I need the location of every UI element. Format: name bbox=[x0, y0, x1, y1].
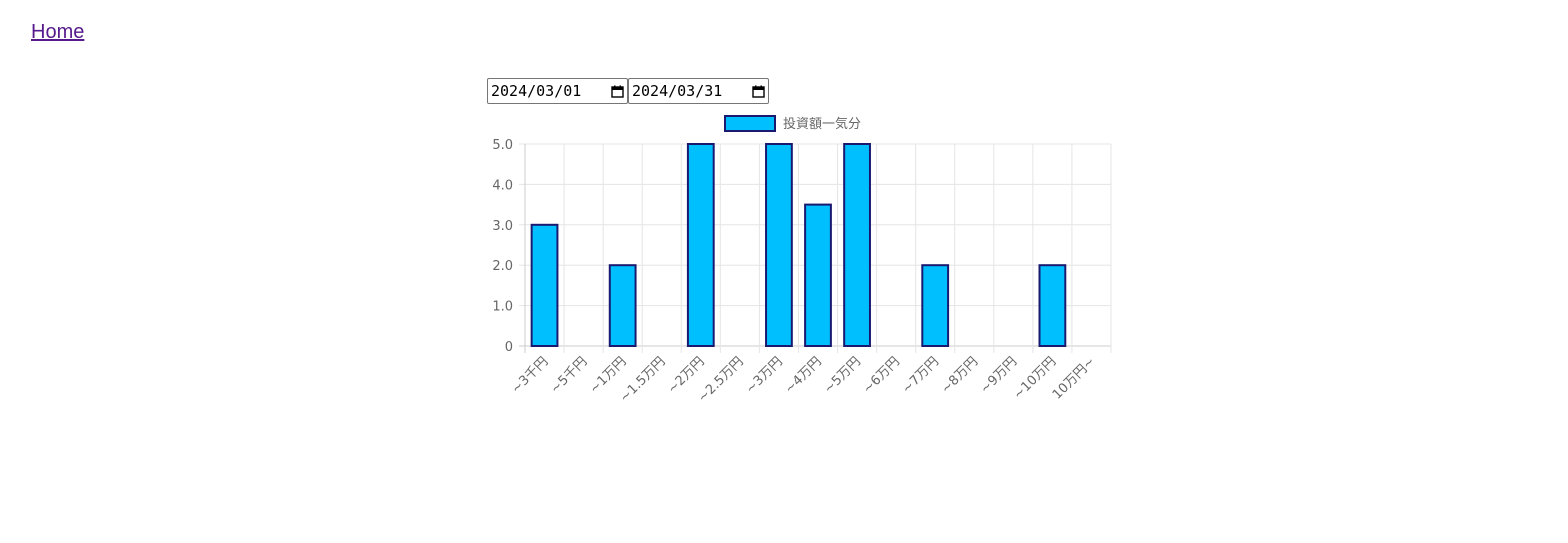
end-date-value: 2024/03/31 bbox=[632, 82, 723, 100]
legend-label: 投資額一気分 bbox=[783, 116, 861, 132]
bar-chart: 投資額一気分 0 1.0 2.0 3.0 4.0 5.0 ~3千円~5千円~1万円~1.5… bbox=[492, 115, 1112, 406]
calendar-icon[interactable] bbox=[752, 85, 765, 98]
x-axis: ~3千円~5千円~1万円~1.5万円~2万円~2.5万円~3万円~4万円~5万円… bbox=[509, 354, 1098, 405]
x-tick-label: ~4万円 bbox=[782, 354, 825, 397]
chart-legend[interactable]: 投資額一気分 bbox=[724, 115, 861, 132]
y-tick-label: 3.0 bbox=[492, 219, 513, 234]
y-tick-label: 1.0 bbox=[492, 300, 513, 315]
bar bbox=[530, 223, 559, 347]
date-range-filter: 2024/03/01 2024/03/31 bbox=[487, 78, 769, 104]
y-tick-label: 5.0 bbox=[492, 138, 513, 153]
bar bbox=[1038, 264, 1067, 347]
x-tick-label: ~3万円 bbox=[743, 354, 786, 397]
x-tick-label: ~7万円 bbox=[899, 354, 942, 397]
x-tick-label: ~8万円 bbox=[939, 354, 982, 397]
bar bbox=[843, 143, 871, 347]
bar bbox=[686, 143, 715, 347]
end-date-input[interactable]: 2024/03/31 bbox=[628, 78, 769, 104]
y-tick-label: 4.0 bbox=[492, 178, 513, 193]
bar bbox=[765, 143, 793, 347]
start-date-input[interactable]: 2024/03/01 bbox=[487, 78, 628, 104]
x-tick-label: ~3千円 bbox=[509, 354, 552, 397]
bar bbox=[804, 203, 832, 347]
bar bbox=[608, 264, 637, 347]
y-tick-label: 0 bbox=[505, 340, 513, 355]
x-tick-label: ~5万円 bbox=[821, 354, 864, 397]
bars bbox=[530, 143, 1067, 347]
calendar-icon[interactable] bbox=[611, 85, 624, 98]
start-date-value: 2024/03/01 bbox=[491, 82, 582, 100]
x-tick-label: ~6万円 bbox=[860, 354, 903, 397]
bar bbox=[921, 264, 950, 347]
y-tick-label: 2.0 bbox=[492, 259, 513, 274]
home-link[interactable]: Home bbox=[31, 21, 85, 43]
legend-swatch bbox=[724, 115, 776, 132]
x-tick-label: 10万円~ bbox=[1050, 354, 1098, 402]
y-axis: 0 1.0 2.0 3.0 4.0 5.0 bbox=[492, 138, 513, 355]
x-tick-label: ~5千円 bbox=[548, 354, 591, 397]
